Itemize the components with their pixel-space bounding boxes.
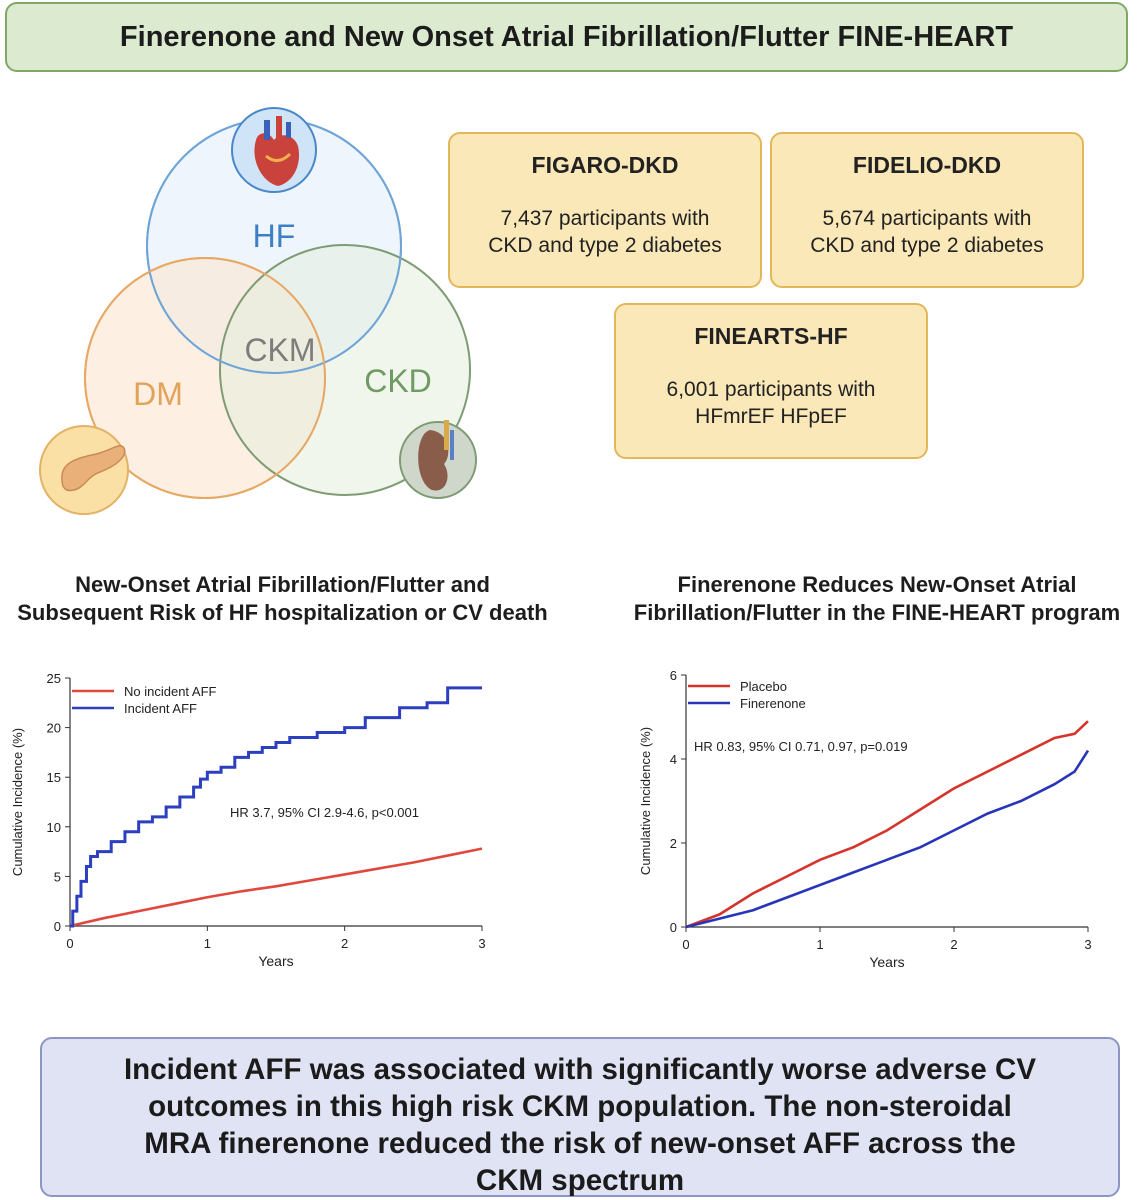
series-line-2 (685, 749, 1090, 929)
trial-name: FINEARTS-HF (694, 323, 848, 349)
y-tick-label: 5 (54, 869, 61, 884)
hf-label: HF (253, 218, 296, 254)
series-line-1 (69, 847, 483, 928)
series-line-1 (685, 720, 1089, 929)
ckd-label: CKD (364, 363, 432, 399)
chart-aff-outcomes: 0 1 2 3 0 5 10 15 20 25 Years Cumulative Incidence … (10, 671, 486, 969)
conclusion-line: outcomes in this high risk CKM populatio… (148, 1090, 1012, 1123)
x-axis-title: Years (258, 953, 293, 969)
series-line-2 (70, 686, 482, 928)
y-tick-label: 20 (47, 721, 61, 736)
conclusion-line: MRA finerenone reduced the risk of new-o… (144, 1127, 1016, 1160)
legend-label: Incident AFF (124, 701, 197, 716)
y-tick-label: 15 (47, 770, 61, 785)
trial-description: 5,674 participants with CKD and type 2 d… (810, 207, 1044, 257)
legend-label: No incident AFF (124, 684, 217, 699)
y-axis-title: Cumulative Incidence (%) (10, 728, 25, 876)
title-banner: Finerenone and New Onset Atrial Fibrilla… (5, 2, 1128, 72)
y-tick-label: 10 (47, 820, 61, 835)
x-tick-label: 2 (950, 937, 957, 952)
x-tick-label: 0 (682, 937, 689, 952)
chart1-title: New-Onset Atrial Fibrillation/Flutter an… (17, 572, 548, 625)
conclusion-box: Incident AFF was associated with signifi… (40, 1037, 1120, 1197)
y-tick-label: 0 (54, 919, 61, 934)
x-axis-title: Years (869, 954, 904, 970)
ckd-circle (219, 244, 471, 496)
pancreas-icon (39, 425, 129, 515)
dm-label: DM (133, 376, 183, 412)
ckm-label: CKM (244, 332, 315, 368)
ckm-venn-diagram: HF CKM DM CKD (39, 107, 477, 515)
dm-circle-outline (84, 257, 326, 499)
y-tick-label: 25 (47, 671, 61, 686)
x-tick-label: 3 (478, 936, 485, 951)
x-tick-label: 0 (66, 936, 73, 951)
y-tick-label: 0 (670, 920, 677, 935)
conclusion-line: CKM spectrum (475, 1164, 685, 1197)
x-tick-label: 1 (816, 937, 823, 952)
y-tick-label: 4 (670, 752, 677, 767)
legend-label: Placebo (740, 679, 787, 694)
trial-name: FIGARO-DKD (531, 152, 679, 178)
chart2-title: Finerenone Reduces New-Onset Atrial Fibr… (633, 572, 1121, 625)
trial-description: 7,437 participants with CKD and type 2 d… (488, 207, 722, 257)
y-axis-title: Cumulative Incidence (%) (638, 727, 653, 875)
trial-card-finearts: FINEARTS-HF 6,001 participants with HFmr… (614, 303, 928, 459)
conclusion-line: Incident AFF was associated with signifi… (123, 1053, 1037, 1086)
x-tick-label: 2 (341, 936, 348, 951)
kidney-icon (399, 420, 477, 499)
trial-description: 6,001 participants with HFmrEF HFpEF (666, 378, 876, 428)
y-tick-label: 6 (670, 668, 677, 683)
hr-annotation: HR 3.7, 95% CI 2.9-4.6, p<0.001 (230, 805, 419, 820)
y-tick-label: 2 (670, 836, 677, 851)
chart-finerenone-aff: 0 1 2 3 0 2 4 6 Years Cumulative Incidence (%) Pla… (638, 668, 1092, 970)
x-tick-label: 1 (204, 936, 211, 951)
hr-annotation: HR 0.83, 95% CI 0.71, 0.97, p=0.019 (694, 739, 908, 754)
legend-label: Finerenone (740, 696, 806, 711)
trial-card-figaro: FIGARO-DKD 7,437 participants with CKD a… (448, 132, 762, 288)
trial-card-fidelio: FIDELIO-DKD 5,674 participants with CKD … (770, 132, 1084, 288)
page-title: Finerenone and New Onset Atrial Fibrilla… (119, 20, 1014, 53)
trial-name: FIDELIO-DKD (852, 152, 1002, 178)
heart-icon (231, 107, 317, 193)
x-tick-label: 3 (1084, 937, 1091, 952)
